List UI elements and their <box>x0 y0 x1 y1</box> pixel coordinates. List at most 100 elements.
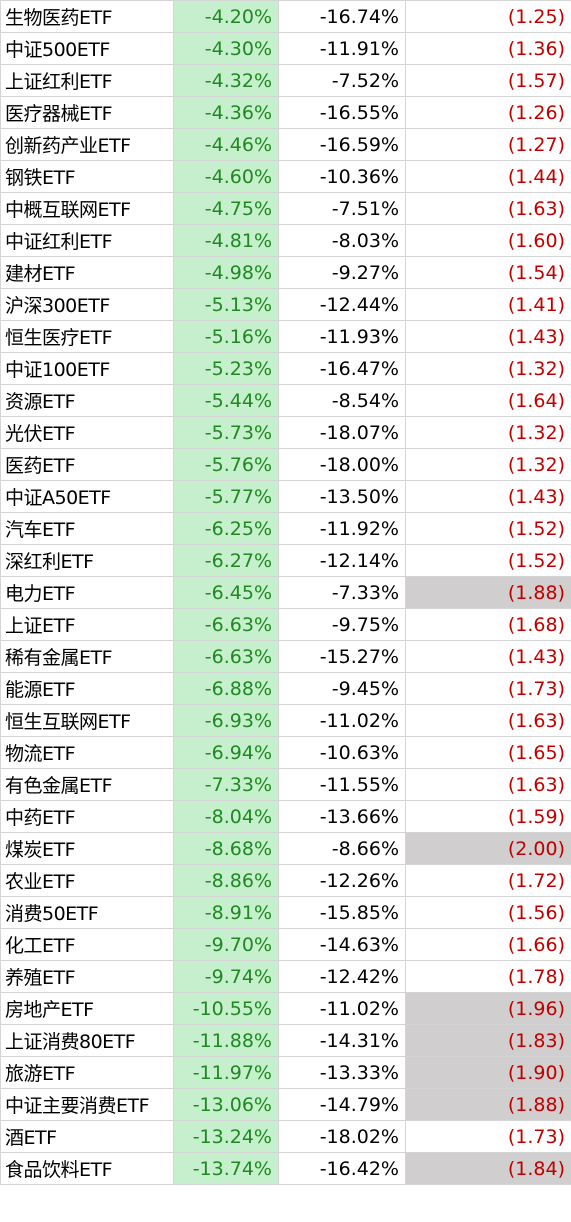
ratio-cell: (1.90) <box>405 1056 571 1089</box>
drawdown-cell: -9.45% <box>278 672 406 705</box>
change-cell: -6.25% <box>173 512 279 545</box>
ratio-cell: (1.73) <box>405 1120 571 1153</box>
change-cell: -6.88% <box>173 672 279 705</box>
drawdown-cell: -15.27% <box>278 640 406 673</box>
etf-name: 食品饮料ETF <box>0 1152 174 1185</box>
etf-name: 医疗器械ETF <box>0 96 174 129</box>
etf-name: 房地产ETF <box>0 992 174 1025</box>
ratio-cell: (2.00) <box>405 832 571 865</box>
ratio-cell: (1.63) <box>405 768 571 801</box>
table-row: 钢铁ETF -4.60% -10.36% (1.44) <box>0 160 571 193</box>
etf-name: 中证500ETF <box>0 32 174 65</box>
table-row: 旅游ETF -11.97% -13.33% (1.90) <box>0 1056 571 1089</box>
table-row: 农业ETF -8.86% -12.26% (1.72) <box>0 864 571 897</box>
drawdown-cell: -12.44% <box>278 288 406 321</box>
change-cell: -4.75% <box>173 192 279 225</box>
change-cell: -4.81% <box>173 224 279 257</box>
change-cell: -4.30% <box>173 32 279 65</box>
change-cell: -6.63% <box>173 640 279 673</box>
change-cell: -11.97% <box>173 1056 279 1089</box>
table-row: 上证消费80ETF -11.88% -14.31% (1.83) <box>0 1024 571 1057</box>
drawdown-cell: -8.54% <box>278 384 406 417</box>
change-cell: -4.36% <box>173 96 279 129</box>
etf-name: 生物医药ETF <box>0 0 174 33</box>
drawdown-cell: -13.66% <box>278 800 406 833</box>
etf-name: 恒生互联网ETF <box>0 704 174 737</box>
drawdown-cell: -16.42% <box>278 1152 406 1185</box>
table-row: 物流ETF -6.94% -10.63% (1.65) <box>0 736 571 769</box>
ratio-cell: (1.72) <box>405 864 571 897</box>
etf-name: 养殖ETF <box>0 960 174 993</box>
change-cell: -6.63% <box>173 608 279 641</box>
drawdown-cell: -14.31% <box>278 1024 406 1057</box>
etf-name: 能源ETF <box>0 672 174 705</box>
change-cell: -5.23% <box>173 352 279 385</box>
table-row: 中证A50ETF -5.77% -13.50% (1.43) <box>0 480 571 513</box>
table-row: 中证红利ETF -4.81% -8.03% (1.60) <box>0 224 571 257</box>
table-row: 中药ETF -8.04% -13.66% (1.59) <box>0 800 571 833</box>
table-row: 汽车ETF -6.25% -11.92% (1.52) <box>0 512 571 545</box>
drawdown-cell: -11.02% <box>278 992 406 1025</box>
drawdown-cell: -12.42% <box>278 960 406 993</box>
ratio-cell: (1.64) <box>405 384 571 417</box>
table-row: 消费50ETF -8.91% -15.85% (1.56) <box>0 896 571 929</box>
change-cell: -13.24% <box>173 1120 279 1153</box>
ratio-cell: (1.32) <box>405 352 571 385</box>
ratio-cell: (1.25) <box>405 0 571 33</box>
table-row: 建材ETF -4.98% -9.27% (1.54) <box>0 256 571 289</box>
table-row: 上证红利ETF -4.32% -7.52% (1.57) <box>0 64 571 97</box>
etf-name: 钢铁ETF <box>0 160 174 193</box>
drawdown-cell: -16.55% <box>278 96 406 129</box>
etf-name: 中证100ETF <box>0 352 174 385</box>
drawdown-cell: -8.66% <box>278 832 406 865</box>
table-row: 中概互联网ETF -4.75% -7.51% (1.63) <box>0 192 571 225</box>
ratio-cell: (1.68) <box>405 608 571 641</box>
ratio-cell: (1.96) <box>405 992 571 1025</box>
ratio-cell: (1.52) <box>405 512 571 545</box>
table-row: 酒ETF -13.24% -18.02% (1.73) <box>0 1120 571 1153</box>
etf-name: 中证A50ETF <box>0 480 174 513</box>
table-row: 稀有金属ETF -6.63% -15.27% (1.43) <box>0 640 571 673</box>
change-cell: -4.60% <box>173 160 279 193</box>
table-row: 上证ETF -6.63% -9.75% (1.68) <box>0 608 571 641</box>
ratio-cell: (1.59) <box>405 800 571 833</box>
change-cell: -9.70% <box>173 928 279 961</box>
drawdown-cell: -7.33% <box>278 576 406 609</box>
drawdown-cell: -15.85% <box>278 896 406 929</box>
etf-name: 消费50ETF <box>0 896 174 929</box>
table-row: 沪深300ETF -5.13% -12.44% (1.41) <box>0 288 571 321</box>
ratio-cell: (1.32) <box>405 448 571 481</box>
table-row: 电力ETF -6.45% -7.33% (1.88) <box>0 576 571 609</box>
change-cell: -5.76% <box>173 448 279 481</box>
drawdown-cell: -13.50% <box>278 480 406 513</box>
ratio-cell: (1.83) <box>405 1024 571 1057</box>
ratio-cell: (1.88) <box>405 1088 571 1121</box>
etf-name: 化工ETF <box>0 928 174 961</box>
drawdown-cell: -13.33% <box>278 1056 406 1089</box>
etf-name: 创新药产业ETF <box>0 128 174 161</box>
drawdown-cell: -7.52% <box>278 64 406 97</box>
drawdown-cell: -8.03% <box>278 224 406 257</box>
table-row: 光伏ETF -5.73% -18.07% (1.32) <box>0 416 571 449</box>
ratio-cell: (1.43) <box>405 480 571 513</box>
drawdown-cell: -18.02% <box>278 1120 406 1153</box>
table-row: 房地产ETF -10.55% -11.02% (1.96) <box>0 992 571 1025</box>
change-cell: -5.16% <box>173 320 279 353</box>
table-row: 恒生互联网ETF -6.93% -11.02% (1.63) <box>0 704 571 737</box>
ratio-cell: (1.88) <box>405 576 571 609</box>
etf-name: 中证红利ETF <box>0 224 174 257</box>
ratio-cell: (1.60) <box>405 224 571 257</box>
change-cell: -13.74% <box>173 1152 279 1185</box>
drawdown-cell: -12.14% <box>278 544 406 577</box>
drawdown-cell: -16.74% <box>278 0 406 33</box>
ratio-cell: (1.43) <box>405 640 571 673</box>
etf-table: 生物医药ETF -4.20% -16.74% (1.25) 中证500ETF -4.30%… <box>0 0 571 1185</box>
ratio-cell: (1.54) <box>405 256 571 289</box>
table-row: 中证500ETF -4.30% -11.91% (1.36) <box>0 32 571 65</box>
etf-name: 酒ETF <box>0 1120 174 1153</box>
etf-name: 煤炭ETF <box>0 832 174 865</box>
change-cell: -4.20% <box>173 0 279 33</box>
drawdown-cell: -11.92% <box>278 512 406 545</box>
drawdown-cell: -10.36% <box>278 160 406 193</box>
drawdown-cell: -11.91% <box>278 32 406 65</box>
